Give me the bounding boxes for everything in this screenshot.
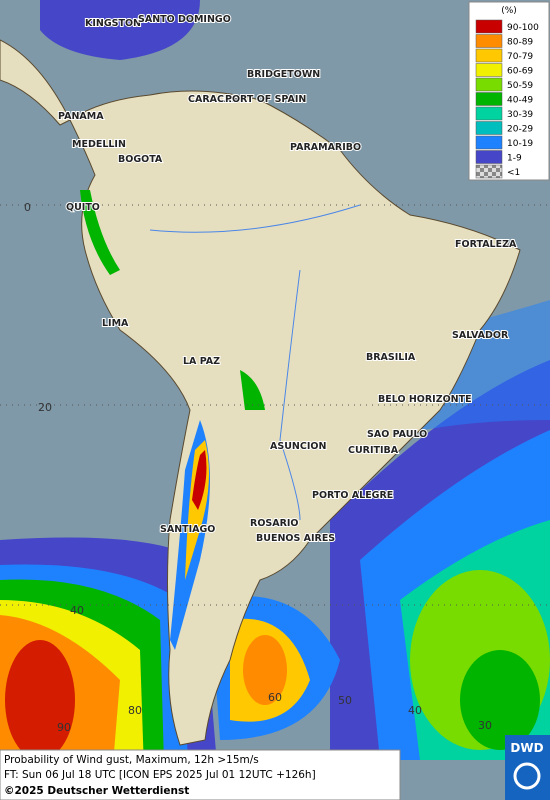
logo-text: DWD	[510, 741, 543, 755]
legend: (%) 90-100 80-89 70-79 60-69 50-59 40-49 30-39…	[468, 1, 550, 181]
footer-text: ©2025 Deutscher Wetterdienst	[4, 785, 189, 797]
legend-swatch	[475, 164, 503, 179]
footer-box	[0, 749, 401, 800]
legend-unit: (%)	[501, 6, 517, 16]
grid-label: 40	[408, 704, 422, 717]
legend-label: 20-29	[507, 125, 533, 135]
city-label: KINGSTON	[85, 18, 141, 29]
legend-label: 90-100	[507, 23, 539, 33]
rivers	[149, 204, 361, 521]
city-label: PORT OF SPAIN	[225, 94, 306, 105]
legend-label: <1	[507, 168, 520, 178]
legend-label: 30-39	[507, 110, 533, 120]
legend-swatch	[475, 63, 503, 77]
legend-label: 1-9	[507, 154, 522, 164]
city-label: BUENOS AIRES	[256, 533, 335, 544]
central-america	[0, 39, 71, 126]
grid-label: 30	[478, 719, 492, 732]
grid-label: 20	[38, 401, 52, 414]
city-label: BELO HORIZONTE	[378, 394, 472, 405]
legend-label: 80-89	[507, 38, 533, 48]
city-label: CURITIBA	[348, 445, 399, 456]
legend-swatch	[475, 19, 503, 34]
legend-label: 50-59	[507, 81, 533, 91]
andes-wind	[80, 190, 265, 650]
city-label: LA PAZ	[183, 356, 220, 367]
city-label: SAO PAULO	[367, 429, 427, 440]
city-label: ASUNCION	[270, 441, 326, 452]
city-label: BRIDGETOWN	[247, 69, 320, 80]
legend-label: 40-49	[507, 96, 533, 106]
city-label: PANAMA	[58, 111, 104, 122]
legend-swatch	[475, 77, 503, 92]
grid-label: 80	[128, 704, 142, 717]
legend-swatch	[475, 48, 503, 63]
legend-label: 60-69	[507, 67, 533, 77]
city-label: FORTALEZA	[455, 239, 517, 250]
logo-icon	[513, 762, 541, 790]
legend-swatch	[475, 106, 503, 121]
grid-label: 90	[57, 721, 71, 734]
footer-text: FT: Sun 06 Jul 18 UTC [ICON EPS 2025 Jul…	[4, 769, 316, 781]
grid-label: 40	[70, 604, 84, 617]
legend-label: 10-19	[507, 139, 533, 149]
city-label: PORTO ALEGRE	[312, 490, 393, 501]
city-label: LIMA	[102, 318, 129, 329]
grid-label: 60	[268, 691, 282, 704]
legend-swatch	[475, 150, 503, 164]
city-label: BOGOTA	[118, 154, 163, 165]
legend-label: 70-79	[507, 52, 533, 62]
legend-swatch	[475, 135, 503, 150]
legend-swatch	[475, 121, 503, 135]
footer-text: Probability of Wind gust, Maximum, 12h >…	[4, 754, 259, 766]
grid-label: 50	[338, 694, 352, 707]
legend-swatch	[475, 92, 503, 106]
city-label: CARACAS	[188, 94, 238, 105]
city-label: SANTO DOMINGO	[138, 14, 231, 25]
city-label: SANTIAGO	[160, 524, 215, 535]
city-label: SALVADOR	[452, 330, 509, 341]
city-label: MEDELLIN	[72, 139, 126, 150]
city-label: QUITO	[66, 202, 100, 213]
legend-swatch	[475, 34, 503, 48]
city-label: PARAMARIBO	[290, 142, 361, 153]
grid-label: 0	[24, 201, 31, 214]
city-label: ROSARIO	[250, 518, 299, 529]
city-label: BRASILIA	[366, 352, 416, 363]
